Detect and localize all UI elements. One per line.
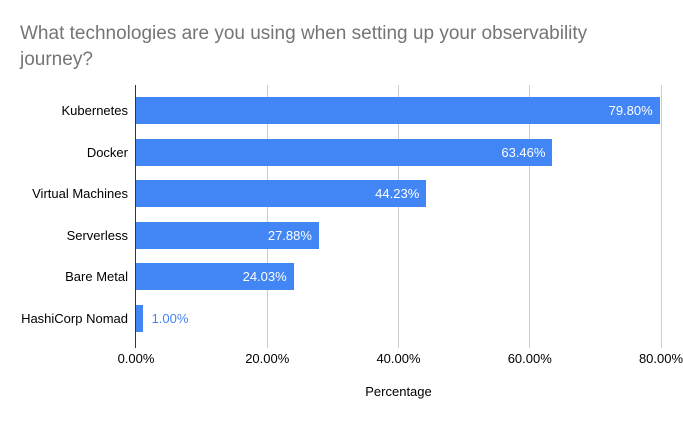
bar-value-label-docker: 63.46% (501, 144, 546, 160)
bar-virtual-machines (136, 180, 427, 207)
gridline-40 (398, 85, 399, 348)
category-label-docker: Docker (86, 144, 128, 160)
bar-bare-metal (136, 263, 294, 290)
x-tick-label-60: 60.00% (507, 351, 552, 366)
x-tick-label-40: 40.00% (376, 351, 421, 366)
category-label-virtual-machines: Virtual Machines (32, 186, 128, 201)
y-axis-baseline (135, 85, 136, 348)
category-label-hashicorp-nomad: HashiCorp Nomad (21, 310, 128, 326)
bar-serverless (136, 221, 319, 249)
category-label-bare-metal: Bare Metal (65, 269, 128, 284)
gridline-20 (266, 85, 268, 348)
bar-docker (136, 138, 553, 166)
bar-value-label-kubernetes: 79.80% (608, 103, 653, 118)
x-tick-label-0: 0.00% (117, 351, 155, 366)
x-tick-label-20: 20.00% (245, 351, 290, 366)
bar-kubernetes (136, 97, 660, 124)
bar-hashicorp-nomad (136, 304, 143, 332)
plot-area: 79.80% 63.46% 44.23% 27.88% 24.03% 1.00% (135, 85, 662, 348)
gridline-80 (660, 85, 662, 348)
bar-value-label-serverless: 27.88% (267, 227, 312, 243)
category-label-serverless: Serverless (66, 227, 128, 243)
x-axis-title: Percentage (365, 384, 432, 399)
chart-title-line-1: What technologies are you using when set… (20, 23, 588, 44)
chart-title: What technologies are you using when set… (20, 21, 640, 73)
category-label-kubernetes: Kubernetes (61, 103, 129, 118)
bar-value-label-hashicorp-nomad: 1.00% (151, 310, 189, 326)
chart-title-line-2: journey? (20, 49, 93, 70)
bar-value-label-virtual-machines: 44.23% (375, 186, 420, 201)
bar-value-label-bare-metal: 24.03% (242, 269, 287, 284)
gridline-60 (529, 85, 531, 348)
x-tick-label-80: 80.00% (638, 351, 683, 366)
